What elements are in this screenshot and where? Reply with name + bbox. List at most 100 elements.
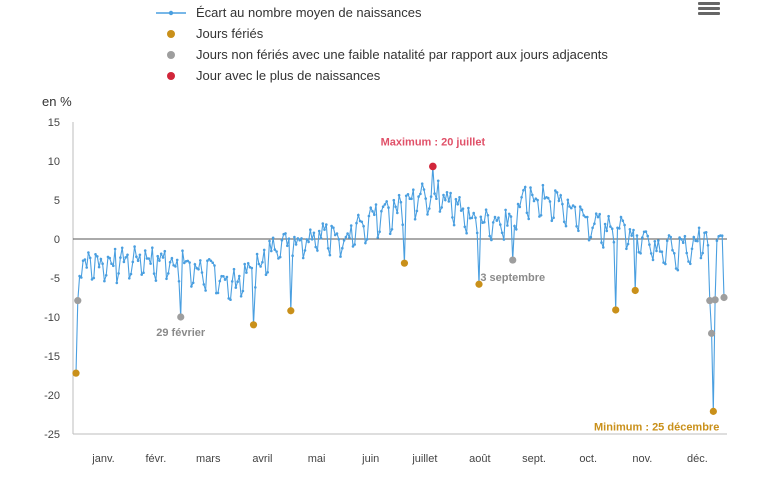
daily-data-point bbox=[662, 261, 665, 264]
daily-data-point bbox=[424, 197, 428, 200]
daily-data-point bbox=[568, 205, 571, 208]
daily-data-point bbox=[213, 264, 216, 267]
daily-data-point bbox=[342, 239, 346, 242]
daily-data-point bbox=[603, 222, 607, 226]
daily-data-point bbox=[85, 266, 88, 269]
x-month-label: mai bbox=[308, 453, 326, 465]
daily-data-point bbox=[600, 241, 603, 244]
daily-data-point bbox=[202, 283, 206, 286]
daily-data-point bbox=[502, 238, 506, 241]
daily-data-point bbox=[211, 261, 214, 265]
daily-data-point bbox=[270, 249, 273, 253]
y-tick-label: -20 bbox=[44, 390, 60, 402]
daily-data-point bbox=[444, 198, 447, 202]
daily-data-point bbox=[671, 248, 674, 252]
daily-data-point bbox=[438, 210, 442, 213]
daily-data-point bbox=[174, 265, 177, 268]
daily-data-point bbox=[609, 225, 612, 228]
daily-data-point bbox=[623, 223, 626, 227]
x-month-label: avril bbox=[252, 453, 272, 465]
daily-data-point bbox=[442, 193, 445, 197]
daily-data-point bbox=[573, 205, 577, 209]
holiday-point bbox=[475, 280, 483, 288]
daily-data-point bbox=[649, 252, 653, 255]
daily-data-point bbox=[312, 231, 316, 235]
daily-data-point bbox=[385, 200, 389, 203]
daily-data-point bbox=[278, 255, 282, 259]
low-birth-day-point bbox=[177, 313, 185, 321]
daily-data-point bbox=[301, 256, 305, 260]
daily-data-point bbox=[243, 262, 246, 266]
daily-data-point bbox=[381, 205, 385, 208]
daily-data-point bbox=[582, 214, 585, 217]
daily-data-point bbox=[451, 216, 454, 219]
chart-annotation-label: Minimum : 25 décembre bbox=[594, 421, 719, 433]
daily-data-point bbox=[717, 235, 720, 238]
daily-data-point bbox=[433, 192, 436, 195]
daily-data-point bbox=[209, 259, 213, 263]
chart-menu-hamburger-icon[interactable] bbox=[698, 0, 720, 18]
daily-data-point bbox=[335, 232, 339, 235]
daily-data-point bbox=[657, 239, 660, 242]
daily-data-point bbox=[80, 276, 83, 279]
daily-data-point bbox=[131, 260, 135, 264]
daily-data-point bbox=[140, 273, 143, 276]
daily-data-point bbox=[703, 231, 706, 235]
daily-data-point bbox=[642, 230, 646, 234]
chart-axes bbox=[72, 122, 727, 435]
daily-data-point bbox=[277, 257, 280, 260]
daily-data-point bbox=[419, 192, 422, 196]
daily-data-point bbox=[644, 230, 648, 233]
daily-data-point bbox=[165, 277, 168, 281]
daily-data-point bbox=[584, 215, 587, 219]
daily-data-point bbox=[365, 237, 369, 241]
daily-data-point bbox=[106, 255, 110, 259]
daily-data-point bbox=[310, 238, 314, 241]
legend-label: Jour avec le plus de naissances bbox=[196, 68, 381, 83]
daily-data-point bbox=[552, 216, 555, 219]
daily-data-point bbox=[197, 268, 200, 271]
daily-data-point bbox=[499, 223, 502, 226]
daily-data-point bbox=[351, 245, 355, 248]
daily-data-point bbox=[367, 214, 371, 218]
daily-data-point bbox=[374, 203, 378, 206]
daily-data-point bbox=[507, 212, 511, 216]
daily-data-point bbox=[598, 212, 601, 216]
daily-data-point bbox=[468, 216, 472, 220]
daily-data-point bbox=[596, 215, 600, 219]
daily-data-point bbox=[694, 239, 697, 243]
daily-data-point bbox=[506, 224, 509, 227]
legend-label: Écart au nombre moyen de naissances bbox=[196, 5, 422, 20]
daily-data-point bbox=[529, 186, 532, 189]
daily-data-point bbox=[275, 250, 278, 253]
daily-data-point bbox=[330, 224, 333, 228]
daily-data-point bbox=[523, 185, 527, 189]
daily-data-point bbox=[218, 279, 222, 283]
daily-data-point bbox=[665, 239, 669, 243]
daily-data-point bbox=[632, 228, 635, 232]
daily-data-point bbox=[163, 249, 167, 253]
daily-data-point bbox=[303, 249, 307, 252]
daily-data-point bbox=[445, 191, 449, 194]
daily-data-point bbox=[674, 267, 678, 270]
daily-data-point bbox=[273, 248, 277, 251]
daily-data-point bbox=[559, 194, 562, 197]
daily-data-point bbox=[639, 252, 642, 255]
y-tick-label: 10 bbox=[48, 156, 60, 168]
daily-data-point bbox=[417, 195, 420, 198]
daily-data-point bbox=[710, 332, 713, 335]
y-tick-label: -5 bbox=[50, 273, 60, 285]
daily-data-point bbox=[541, 183, 545, 187]
daily-data-point bbox=[230, 280, 234, 283]
y-tick-label: 0 bbox=[54, 234, 60, 246]
daily-data-point bbox=[181, 249, 184, 252]
daily-data-point bbox=[229, 298, 232, 302]
daily-data-point bbox=[314, 245, 318, 249]
daily-data-point bbox=[97, 265, 101, 269]
daily-data-point bbox=[428, 207, 431, 210]
x-month-label: août bbox=[469, 453, 490, 465]
holiday-point bbox=[709, 407, 717, 415]
daily-data-point bbox=[254, 286, 257, 289]
daily-data-point bbox=[648, 243, 651, 246]
daily-data-point bbox=[119, 256, 122, 259]
